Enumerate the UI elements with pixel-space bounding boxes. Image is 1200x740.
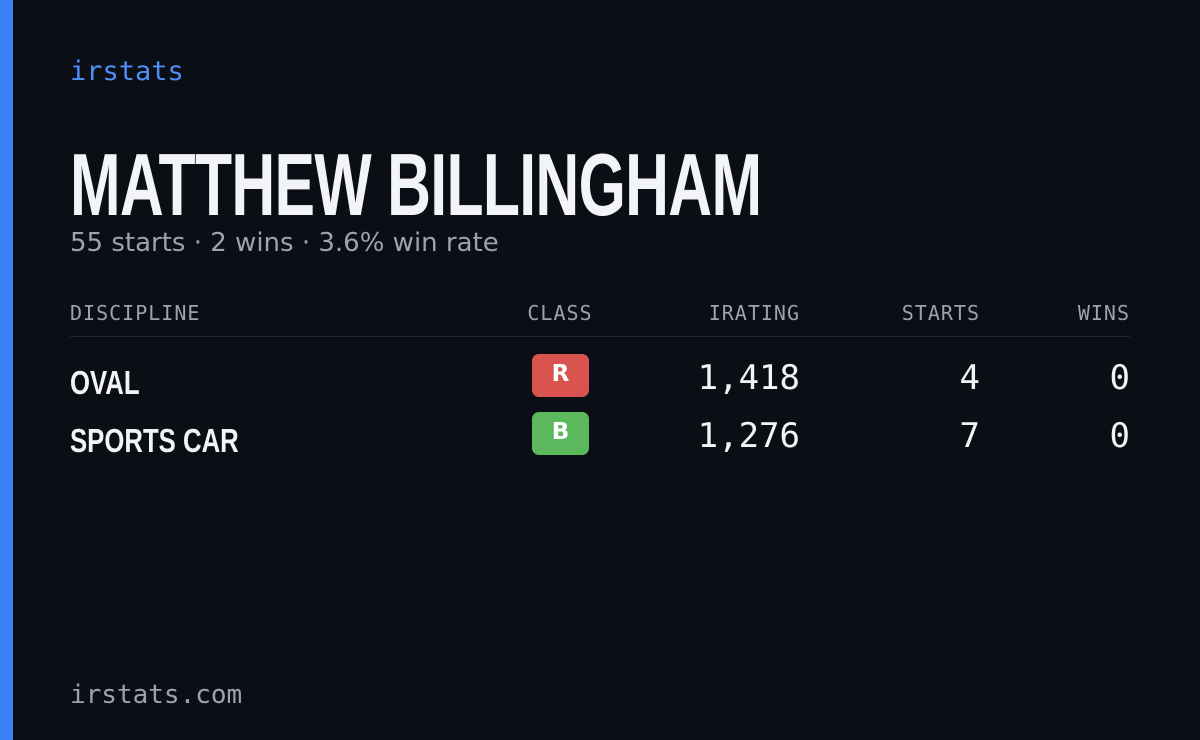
column-header: STARTS	[901, 301, 980, 325]
column-header: CLASS	[527, 301, 593, 325]
discipline: SPORTS CAR	[70, 422, 239, 459]
column-header: DISCIPLINE	[70, 301, 201, 325]
starts: 4	[959, 358, 980, 398]
separator	[70, 336, 1130, 337]
driver-name: MATTHEW BILLINGHAM	[70, 135, 762, 234]
footer: irstats.com	[70, 680, 243, 710]
accent-bar	[0, 0, 13, 740]
column-header: IRATING	[708, 301, 800, 325]
wins: 0	[1109, 358, 1130, 398]
irating: 1,276	[697, 416, 800, 456]
discipline: OVAL	[70, 364, 140, 401]
column-header: WINS	[1077, 301, 1130, 325]
class-badge: B	[532, 412, 589, 455]
wins: 0	[1109, 416, 1130, 456]
class-badge: R	[532, 354, 589, 397]
irating: 1,418	[697, 358, 800, 398]
starts: 7	[959, 416, 980, 456]
summary: 55 starts · 2 wins · 3.6% win rate	[70, 228, 499, 258]
brand: irstats	[70, 56, 184, 87]
